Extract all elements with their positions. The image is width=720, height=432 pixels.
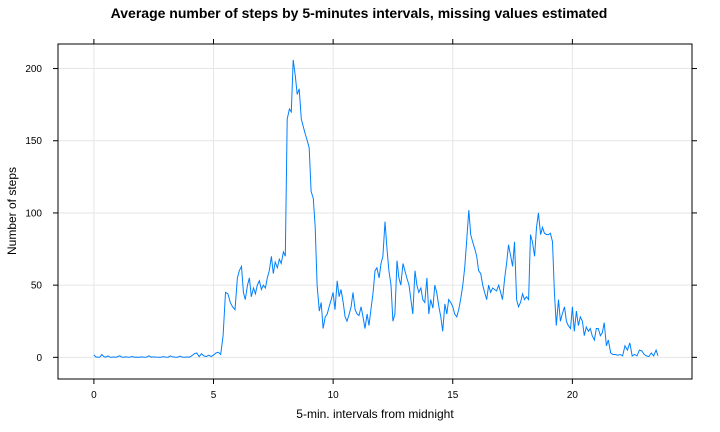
y-tick-label: 50	[31, 281, 43, 292]
x-axis-title: 5-min. intervals from midnight	[296, 407, 454, 421]
x-tick-label: 10	[328, 390, 340, 401]
y-tick-label: 200	[25, 64, 42, 75]
x-tick-label: 5	[211, 390, 217, 401]
grid	[58, 44, 692, 379]
x-tick-label: 20	[567, 390, 579, 401]
y-tick-label: 100	[25, 208, 42, 219]
y-axis-title: Number of steps	[5, 167, 19, 255]
x-axis: 0 5 10 15 20	[91, 39, 578, 401]
plot-frame	[57, 43, 693, 380]
y-tick-label: 0	[36, 353, 42, 364]
y-tick-label: 150	[25, 136, 42, 147]
y-axis: 0 50 100 150 200	[25, 64, 697, 364]
chart-title: Average number of steps by 5-minutes int…	[111, 5, 608, 21]
x-tick-label: 15	[447, 390, 459, 401]
x-tick-label: 0	[91, 390, 97, 401]
series-line	[93, 59, 659, 358]
